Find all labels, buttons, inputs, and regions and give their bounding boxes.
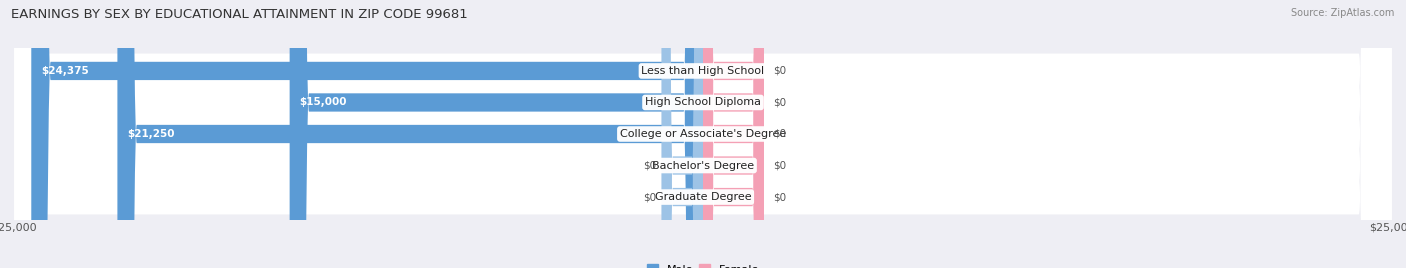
Text: High School Diploma: High School Diploma [645, 98, 761, 107]
Text: $0: $0 [773, 192, 786, 202]
Text: $0: $0 [643, 192, 657, 202]
Text: College or Associate's Degree: College or Associate's Degree [620, 129, 786, 139]
FancyBboxPatch shape [290, 0, 703, 268]
FancyBboxPatch shape [14, 0, 1392, 268]
Text: $21,250: $21,250 [127, 129, 174, 139]
Text: Graduate Degree: Graduate Degree [655, 192, 751, 202]
FancyBboxPatch shape [31, 0, 703, 268]
Text: $0: $0 [773, 161, 786, 170]
FancyBboxPatch shape [703, 0, 763, 268]
Text: $15,000: $15,000 [299, 98, 347, 107]
FancyBboxPatch shape [703, 0, 763, 268]
Text: $24,375: $24,375 [41, 66, 89, 76]
Text: $0: $0 [773, 66, 786, 76]
Text: Source: ZipAtlas.com: Source: ZipAtlas.com [1291, 8, 1395, 18]
FancyBboxPatch shape [703, 0, 763, 268]
FancyBboxPatch shape [14, 0, 1392, 268]
Text: $0: $0 [643, 161, 657, 170]
Text: Bachelor's Degree: Bachelor's Degree [652, 161, 754, 170]
FancyBboxPatch shape [14, 0, 1392, 268]
Text: EARNINGS BY SEX BY EDUCATIONAL ATTAINMENT IN ZIP CODE 99681: EARNINGS BY SEX BY EDUCATIONAL ATTAINMEN… [11, 8, 468, 21]
Legend: Male, Female: Male, Female [643, 260, 763, 268]
Text: $0: $0 [773, 129, 786, 139]
FancyBboxPatch shape [703, 0, 763, 268]
FancyBboxPatch shape [14, 0, 1392, 268]
FancyBboxPatch shape [662, 0, 703, 268]
FancyBboxPatch shape [703, 0, 763, 268]
FancyBboxPatch shape [662, 0, 703, 268]
Text: Less than High School: Less than High School [641, 66, 765, 76]
FancyBboxPatch shape [14, 0, 1392, 268]
Text: $0: $0 [773, 98, 786, 107]
FancyBboxPatch shape [117, 0, 703, 268]
